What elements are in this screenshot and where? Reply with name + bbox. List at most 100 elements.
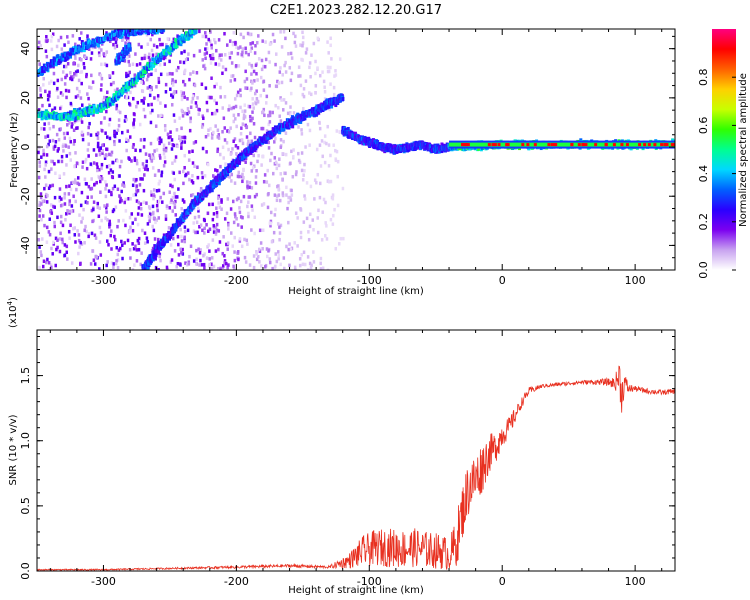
noise-cell — [157, 267, 160, 270]
noise-cell — [261, 228, 265, 233]
ridge-cell — [183, 209, 187, 214]
noise-cell — [266, 205, 270, 210]
noise-cell — [39, 93, 43, 98]
noise-cell — [278, 157, 281, 161]
noise-cell — [267, 146, 271, 150]
ridge-cell — [84, 41, 88, 46]
noise-cell — [111, 160, 115, 165]
noise-cell — [263, 113, 266, 118]
ridge-cell — [150, 24, 153, 28]
noise-cell — [168, 190, 171, 195]
ridge-cell — [235, 159, 239, 164]
noise-cell — [132, 125, 136, 129]
noise-cell — [242, 194, 246, 199]
noise-cell — [171, 72, 174, 76]
ridge-cell — [188, 32, 192, 37]
noise-cell — [147, 55, 151, 60]
ridge-cell — [240, 156, 244, 161]
noise-cell — [271, 110, 274, 115]
noise-cell — [75, 86, 79, 91]
noise-cell — [236, 250, 240, 254]
noise-cell — [207, 128, 210, 133]
noise-cell — [254, 175, 258, 179]
noise-cell — [248, 62, 251, 66]
noise-cell — [225, 211, 229, 216]
noise-cell — [214, 62, 218, 66]
noise-cell — [312, 227, 315, 232]
ridge-cell — [29, 112, 32, 116]
noise-cell — [197, 112, 201, 116]
noise-cell — [336, 174, 340, 179]
noise-cell — [157, 80, 161, 84]
noise-cell — [274, 264, 277, 269]
noise-cell — [86, 92, 89, 96]
noise-cell — [240, 138, 244, 142]
noise-cell — [117, 219, 120, 223]
noise-cell — [108, 74, 111, 78]
noise-cell — [43, 167, 46, 172]
noise-cell — [149, 212, 152, 217]
ridge-cell — [188, 210, 192, 215]
noise-cell — [277, 193, 281, 197]
noise-cell — [151, 153, 155, 157]
noise-cell — [271, 266, 274, 270]
noise-cell — [80, 130, 84, 135]
noise-cell — [95, 255, 99, 259]
noise-cell — [47, 230, 51, 234]
noise-cell — [68, 121, 71, 125]
noise-cell — [249, 32, 253, 37]
noise-cell — [315, 180, 318, 185]
noise-cell — [216, 128, 220, 133]
noise-cell — [239, 93, 242, 98]
ridge-cell — [255, 144, 259, 149]
noise-cell — [116, 224, 119, 229]
noise-cell — [74, 56, 77, 60]
noise-cell — [57, 147, 60, 151]
noise-cell — [51, 252, 54, 256]
noise-cell — [105, 183, 108, 187]
noise-cell — [70, 209, 73, 214]
noise-cell — [235, 216, 238, 221]
ridge-cell — [102, 37, 106, 42]
ridge-cell — [289, 123, 293, 128]
noise-cell — [182, 79, 185, 84]
noise-cell — [255, 97, 259, 101]
noise-cell — [241, 122, 245, 126]
noise-cell — [60, 197, 63, 201]
noise-cell — [242, 35, 245, 40]
noise-cell — [162, 164, 166, 168]
noise-cell — [73, 180, 77, 185]
noise-cell — [54, 140, 58, 144]
ridge-cell — [244, 152, 248, 157]
noise-cell — [274, 62, 277, 67]
noise-cell — [300, 253, 303, 257]
ridge-cell — [149, 258, 153, 263]
ridge-cell — [112, 35, 116, 40]
noise-cell — [253, 91, 257, 96]
noise-cell — [66, 257, 69, 261]
ridge-cell — [295, 118, 299, 123]
noise-cell — [74, 73, 78, 77]
noise-cell — [101, 143, 104, 148]
noise-cell — [233, 235, 236, 240]
ridge-cell — [29, 111, 32, 115]
noise-cell — [59, 127, 62, 131]
noise-cell — [338, 57, 342, 61]
noise-cell — [214, 232, 218, 236]
ridge-cell — [122, 47, 126, 52]
ridge-cell — [66, 55, 70, 60]
noise-cell — [235, 197, 239, 202]
noise-cell — [108, 219, 111, 224]
noise-cell — [75, 161, 79, 165]
noise-cell — [301, 178, 305, 182]
noise-cell — [51, 183, 55, 188]
noise-cell — [308, 61, 312, 65]
noise-cell — [180, 108, 184, 113]
noise-cell — [44, 183, 48, 187]
noise-cell — [43, 122, 46, 126]
ridge-cell — [44, 115, 48, 120]
noise-cell — [200, 263, 204, 267]
noise-cell — [225, 242, 228, 247]
ridge-cell — [88, 39, 92, 44]
noise-cell — [191, 174, 194, 178]
